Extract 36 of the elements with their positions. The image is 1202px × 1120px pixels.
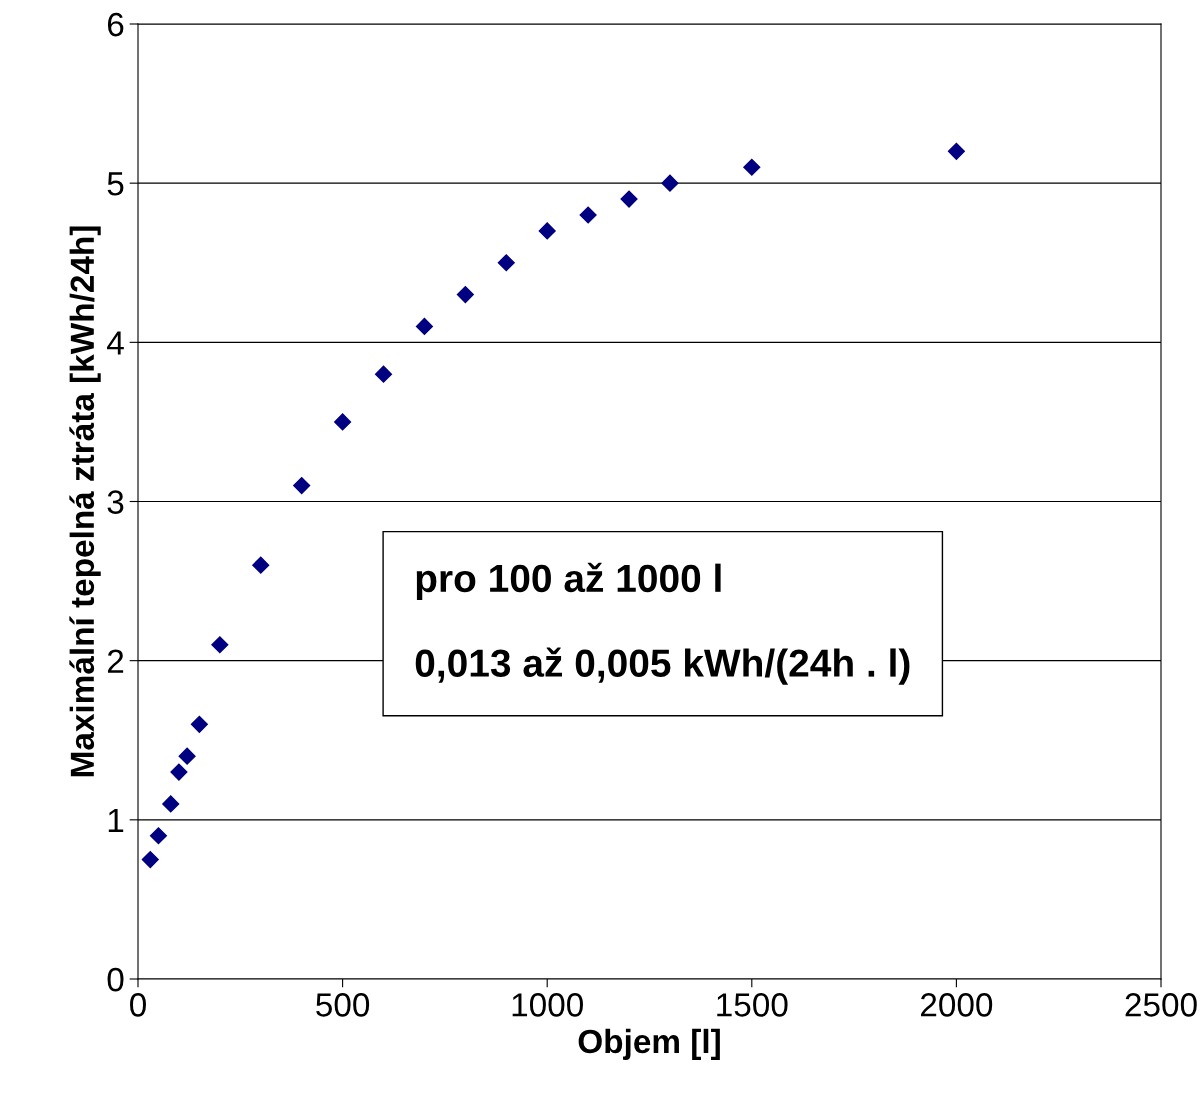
x-tick-label: 2500 [1125, 993, 1197, 1017]
y-tick-label: 0 [107, 967, 124, 992]
point [538, 222, 556, 240]
point [170, 763, 188, 781]
point [743, 158, 761, 176]
y-tick-label: 3 [107, 490, 124, 514]
point [620, 190, 638, 208]
point [149, 827, 168, 845]
point [497, 254, 515, 272]
x-tick-label: 0 [130, 993, 146, 1017]
point [579, 206, 597, 224]
point [947, 142, 965, 160]
point [211, 636, 229, 654]
y-tick-label: 2 [107, 649, 124, 673]
x-tick-label: 500 [316, 993, 370, 1017]
y-axis-title: Maximální tepelná ztráta [kWh/24h] [69, 226, 101, 777]
point [162, 795, 180, 813]
y-tick-label: 6 [107, 12, 124, 37]
y-tick-label: 1 [108, 808, 124, 832]
point [293, 477, 311, 495]
point [415, 317, 433, 335]
x-tick-label: 1500 [717, 993, 788, 1017]
point [456, 286, 474, 304]
x-tick-label: 2000 [921, 993, 993, 1017]
y-tick-label: 4 [107, 331, 124, 355]
y-tick-label: 5 [107, 172, 124, 196]
point [334, 413, 352, 431]
point [141, 851, 159, 869]
point [178, 747, 196, 765]
point [252, 556, 270, 574]
point [190, 715, 208, 733]
point [661, 174, 679, 192]
x-axis-title: Objem [l] [578, 1028, 720, 1060]
x-tick-label: 1000 [512, 993, 583, 1017]
text: pro 100 až 1000 l 0,013 až 0,005 kWh/(24h . l) [415, 562, 910, 685]
point [374, 365, 393, 383]
